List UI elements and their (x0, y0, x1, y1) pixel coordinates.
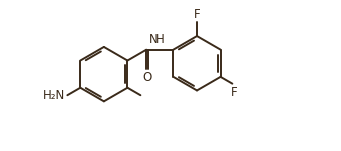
Text: N: N (149, 33, 158, 46)
Text: O: O (142, 71, 151, 84)
Text: F: F (194, 8, 200, 21)
Text: H₂N: H₂N (43, 89, 65, 102)
Text: H: H (155, 33, 164, 46)
Text: F: F (231, 86, 237, 99)
